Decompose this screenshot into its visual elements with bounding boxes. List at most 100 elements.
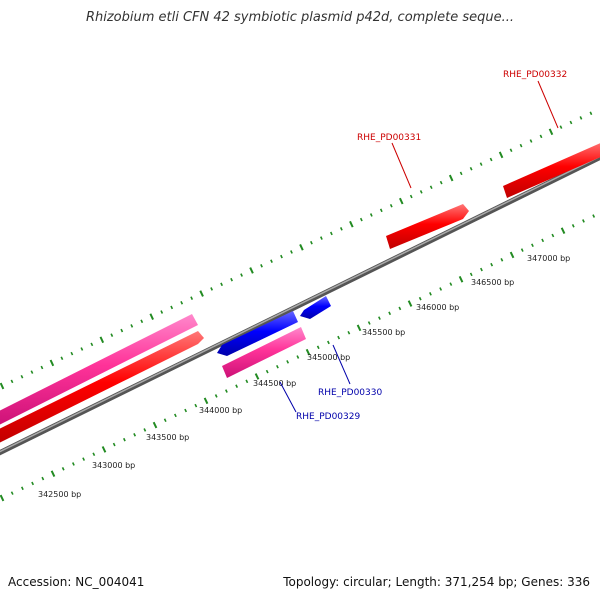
minor-tick bbox=[20, 486, 24, 491]
gene-rhe-pd00329-rna[interactable] bbox=[222, 327, 306, 378]
gene-rhe-pd00330[interactable] bbox=[217, 311, 298, 356]
minor-tick bbox=[479, 162, 483, 166]
minor-tick bbox=[429, 185, 433, 190]
minor-tick bbox=[490, 262, 494, 267]
major-tick bbox=[249, 267, 254, 274]
minor-tick bbox=[90, 342, 94, 347]
map-title: Rhizobium etli CFN 42 symbiotic plasmid … bbox=[85, 10, 515, 25]
minor-tick bbox=[70, 351, 74, 356]
minor-tick bbox=[459, 171, 463, 176]
minor-tick bbox=[569, 120, 573, 125]
minor-tick bbox=[290, 250, 293, 254]
minor-tick bbox=[30, 370, 34, 374]
lower-tick-track bbox=[0, 214, 596, 502]
minor-tick bbox=[419, 190, 423, 194]
sequence-stats: Topology: circular; Length: 371,254 bp; … bbox=[283, 575, 590, 589]
minor-tick bbox=[184, 408, 188, 413]
minor-tick bbox=[582, 219, 585, 223]
gene-rna-left[interactable] bbox=[0, 314, 198, 427]
gene-label-rhe-pd00332[interactable]: RHE_PD00332 bbox=[503, 70, 567, 80]
length-label: Length: bbox=[395, 575, 441, 589]
accession-info: Accession: NC_004041 bbox=[8, 575, 144, 589]
minor-tick bbox=[379, 208, 383, 213]
minor-tick bbox=[143, 428, 147, 432]
minor-tick bbox=[61, 467, 65, 471]
minor-tick bbox=[398, 306, 402, 311]
minor-tick bbox=[369, 213, 373, 217]
topology-value: circular bbox=[343, 575, 388, 589]
topology-label: Topology: bbox=[283, 575, 340, 589]
genes-label: Genes: bbox=[521, 575, 564, 589]
minor-tick bbox=[71, 462, 75, 466]
minor-tick bbox=[296, 355, 300, 359]
minor-tick bbox=[245, 379, 249, 384]
genes-value: 336 bbox=[567, 575, 590, 589]
minor-tick bbox=[409, 194, 413, 199]
minor-tick bbox=[489, 157, 493, 162]
minor-tick bbox=[194, 403, 198, 408]
major-tick bbox=[560, 227, 566, 234]
minor-tick bbox=[10, 491, 14, 495]
gene-rhe-pd00331[interactable] bbox=[386, 204, 469, 249]
gene-blue-small[interactable] bbox=[300, 296, 331, 319]
minor-tick bbox=[520, 248, 524, 252]
major-tick bbox=[548, 128, 554, 136]
minor-tick bbox=[539, 134, 543, 139]
length-value: 371,254 bp bbox=[444, 575, 514, 589]
minor-tick bbox=[210, 287, 214, 291]
minor-tick bbox=[112, 442, 116, 447]
minor-tick bbox=[140, 319, 144, 324]
minor-tick bbox=[160, 310, 164, 314]
minor-tick bbox=[439, 287, 443, 291]
minor-tick bbox=[480, 267, 483, 272]
minor-tick bbox=[388, 311, 392, 316]
major-tick bbox=[199, 290, 204, 297]
scale-label: 345000 bp bbox=[307, 353, 350, 362]
gene-rhe-pd00332[interactable] bbox=[503, 141, 600, 198]
minor-tick bbox=[286, 360, 290, 364]
major-tick bbox=[356, 324, 362, 332]
minor-tick bbox=[559, 125, 563, 129]
minor-tick bbox=[367, 321, 371, 325]
minor-tick bbox=[40, 365, 44, 370]
minor-tick bbox=[439, 180, 443, 185]
major-tick bbox=[101, 446, 107, 453]
minor-tick bbox=[280, 254, 283, 259]
gene-label-rhe-pd00329[interactable]: RHE_PD00329 bbox=[296, 412, 360, 422]
minor-tick bbox=[339, 227, 343, 231]
minor-tick bbox=[418, 296, 422, 301]
major-tick bbox=[509, 251, 515, 259]
minor-tick bbox=[531, 243, 534, 248]
major-tick bbox=[299, 244, 304, 251]
gene-label-rhe-pd00331[interactable]: RHE_PD00331 bbox=[357, 133, 421, 143]
minor-tick bbox=[270, 259, 273, 263]
minor-tick bbox=[190, 296, 194, 300]
major-tick bbox=[99, 336, 105, 344]
minor-tick bbox=[235, 384, 239, 388]
minor-tick bbox=[265, 369, 269, 374]
minor-tick bbox=[449, 282, 453, 286]
minor-tick bbox=[220, 282, 223, 287]
minor-tick bbox=[123, 437, 126, 442]
accession-label: Accession: bbox=[8, 575, 72, 589]
gene-label-rhe-pd00330[interactable]: RHE_PD00330 bbox=[318, 388, 382, 398]
minor-tick bbox=[429, 292, 432, 296]
major-tick bbox=[50, 470, 56, 478]
gene-cds-left[interactable] bbox=[0, 331, 204, 445]
scale-label: 343500 bp bbox=[146, 433, 189, 442]
minor-tick bbox=[589, 111, 593, 116]
gene-label-leaders bbox=[279, 80, 559, 413]
major-tick bbox=[254, 373, 260, 380]
minor-tick bbox=[337, 335, 341, 340]
major-tick bbox=[407, 300, 413, 307]
minor-tick bbox=[31, 481, 35, 486]
minor-tick bbox=[329, 231, 333, 236]
major-tick bbox=[305, 348, 311, 356]
scale-label: 346000 bp bbox=[416, 303, 459, 312]
minor-tick bbox=[170, 305, 174, 310]
accession-value: NC_004041 bbox=[75, 575, 145, 589]
minor-tick bbox=[469, 272, 473, 277]
minor-tick bbox=[10, 379, 14, 384]
major-tick bbox=[49, 359, 55, 367]
